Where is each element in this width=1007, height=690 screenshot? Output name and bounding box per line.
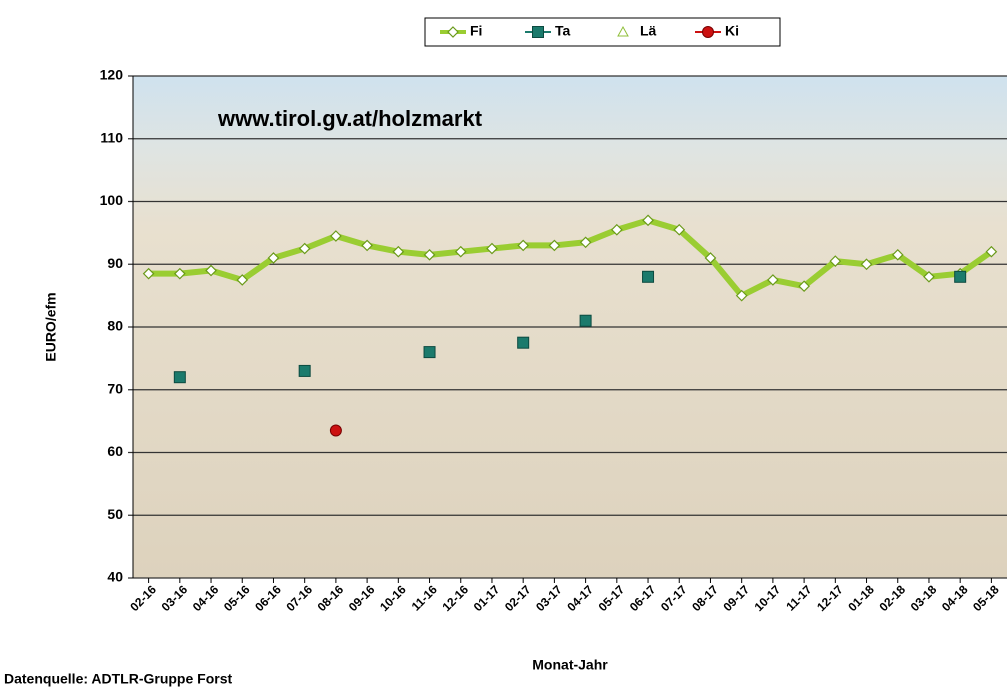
y-tick-label: 70 — [107, 380, 123, 396]
data-point — [299, 365, 310, 376]
x-tick-label: 12-17 — [814, 582, 846, 614]
x-tick-label: 11-16 — [409, 582, 440, 613]
data-point — [330, 425, 341, 436]
x-tick-label: 04-17 — [564, 582, 596, 614]
y-tick-label: 100 — [100, 192, 124, 208]
y-tick-label: 50 — [107, 506, 123, 522]
x-tick-label: 12-16 — [440, 582, 472, 614]
x-tick-label: 02-17 — [502, 582, 534, 614]
x-tick-label: 06-17 — [627, 582, 659, 614]
y-tick-label: 90 — [107, 255, 123, 271]
x-axis-label: Monat-Jahr — [532, 657, 608, 673]
legend-marker — [703, 27, 714, 38]
x-tick-label: 04-18 — [939, 582, 971, 614]
y-axis-label: EURO/efm — [43, 292, 59, 361]
legend-label: Ta — [555, 23, 571, 39]
x-tick-label: 08-16 — [315, 582, 347, 614]
data-point — [643, 271, 654, 282]
watermark: www.tirol.gv.at/holzmarkt — [217, 106, 483, 131]
x-tick-label: 05-18 — [970, 582, 1002, 614]
x-tick-label: 02-18 — [877, 582, 909, 614]
x-tick-label: 03-17 — [533, 582, 565, 614]
source: Datenquelle: ADTLR-Gruppe Forst — [4, 671, 232, 687]
x-tick-label: 01-18 — [845, 582, 877, 614]
x-tick-label: 05-16 — [221, 582, 253, 614]
data-point — [580, 315, 591, 326]
x-tick-label: 10-16 — [377, 582, 409, 614]
chart: www.tirol.gv.at/holzmarkt EURO/efm Monat… — [0, 0, 1007, 690]
legend-label: Lä — [640, 23, 657, 39]
x-tick-label: 09-16 — [346, 582, 378, 614]
legend-label: Fi — [470, 23, 482, 39]
y-tick-label: 110 — [100, 129, 123, 145]
y-tick-label: 120 — [100, 67, 124, 83]
y-tick-label: 40 — [107, 569, 123, 585]
x-tick-label: 03-18 — [908, 582, 940, 614]
y-tick-label: 60 — [107, 443, 123, 459]
y-tick-label: 80 — [107, 318, 123, 334]
legend-label: Ki — [725, 23, 739, 39]
x-tick-label: 11-17 — [783, 582, 814, 613]
x-tick-label: 07-17 — [658, 582, 690, 614]
data-point — [174, 372, 185, 383]
x-tick-label: 02-16 — [127, 582, 159, 614]
x-tick-label: 04-16 — [190, 582, 222, 614]
x-tick-label: 08-17 — [689, 582, 721, 614]
x-tick-label: 09-17 — [720, 582, 752, 614]
x-tick-label: 03-16 — [159, 582, 191, 614]
data-point — [955, 271, 966, 282]
x-tick-label: 07-16 — [283, 582, 315, 614]
legend-marker — [533, 27, 544, 38]
x-tick-label: 10-17 — [752, 582, 784, 614]
data-point — [424, 347, 435, 358]
x-tick-label: 01-17 — [471, 582, 503, 614]
data-point — [518, 337, 529, 348]
x-tick-label: 06-16 — [252, 582, 284, 614]
x-tick-label: 05-17 — [596, 582, 628, 614]
